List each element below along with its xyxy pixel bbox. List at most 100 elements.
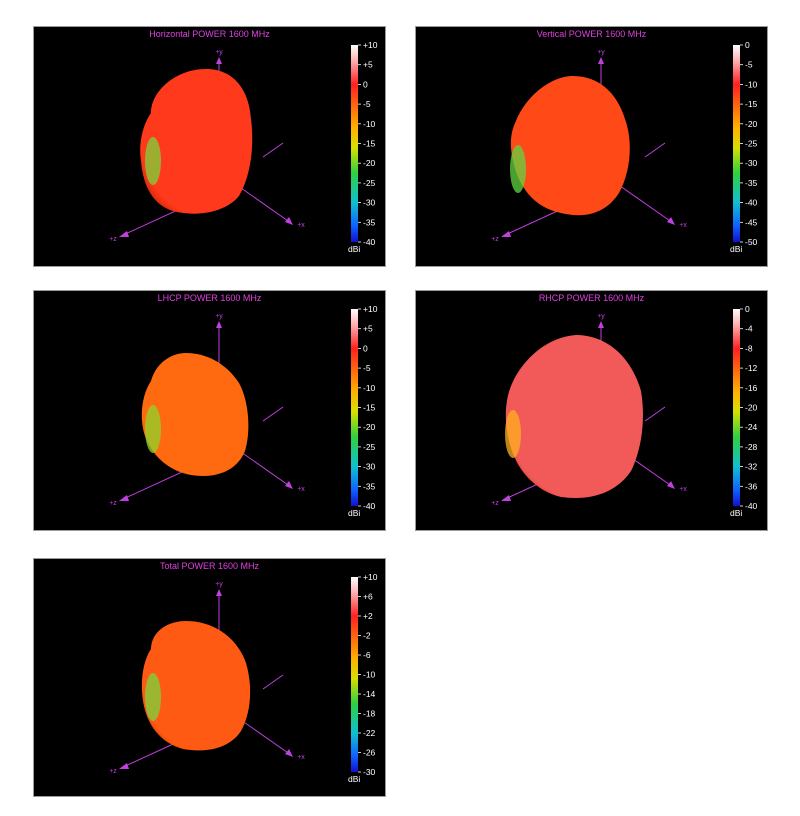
z-axis-arrow [501,495,511,501]
colorbar-tick-label: 0 [745,304,750,314]
chart-title: RHCP POWER 1600 MHz [538,293,645,303]
pattern-edge-highlight [145,405,161,453]
x-axis-arrow [285,217,293,225]
pattern-edge-highlight [510,145,526,193]
x-axis-label: +x [297,222,305,229]
colorbar-unit: dBi [730,244,742,254]
colorbar-tick-label: -35 [363,217,376,227]
y-axis-label: +y [597,313,605,320]
colorbar-unit: dBi [730,508,742,518]
colorbar-tick-label: +5 [363,60,373,70]
colorbar-tick-label: -8 [745,343,753,353]
depth-axis-line [262,674,284,690]
colorbar-tick-label: -10 [363,670,376,680]
z-axis-arrow [501,231,511,237]
colorbar-tick-label: -16 [745,383,758,393]
chart-panel-lhcp: LHCP POWER 1600 MHz +y +z +x +10 +5 0 -5 -10 -15… [33,290,386,531]
y-axis-label: +y [215,581,223,588]
colorbar-tick-label: -10 [363,119,376,129]
colorbar [351,577,358,772]
z-axis-arrow [119,763,129,769]
colorbar-tick-label: -25 [363,178,376,188]
radiation-pattern [141,353,249,476]
z-axis-arrow [119,495,129,501]
radiation-pattern [141,621,251,751]
z-axis-label: +z [491,236,499,243]
colorbar-tick-label: -26 [363,748,376,758]
colorbar-tick-label: -5 [745,60,753,70]
colorbar-tick-label: -5 [363,363,371,373]
chart-title: Vertical POWER 1600 MHz [536,29,647,39]
colorbar-tick-label: -35 [745,178,758,188]
z-axis-label: +z [109,500,117,507]
chart-title: Horizontal POWER 1600 MHz [149,29,270,39]
colorbar-tick-label: -45 [745,217,758,227]
colorbar-unit: dBi [348,244,360,254]
colorbar-tick-label: +10 [363,40,378,50]
pattern-edge-highlight [505,410,521,458]
z-axis-label: +z [491,500,499,507]
colorbar-tick-label: +2 [363,611,373,621]
colorbar-tick-label: -15 [363,403,376,413]
depth-axis-line [262,142,284,158]
colorbar-tick-label: +10 [363,304,378,314]
colorbar [351,309,358,506]
colorbar-tick-label: -30 [363,462,376,472]
colorbar-tick-label: -20 [363,422,376,432]
colorbar-tick-label: -30 [363,198,376,208]
pattern-surface [510,76,630,216]
colorbar-unit: dBi [348,774,360,784]
colorbar-tick-label: 0 [745,40,750,50]
colorbar-tick-label: -25 [745,139,758,149]
colorbar-tick-label: -18 [363,709,376,719]
x-axis-label: +x [297,754,305,761]
chart-panel-vertical: Vertical POWER 1600 MHz +y +z +x 0 -5 -10 -15 -… [415,26,768,267]
chart-title: Total POWER 1600 MHz [159,561,260,571]
colorbar-tick-label: -40 [745,501,758,511]
x-axis-arrow [285,481,293,489]
colorbar-tick-label: -40 [363,501,376,511]
y-axis-arrow [598,57,604,64]
colorbar-tick-label: -40 [363,237,376,247]
colorbar-unit: dBi [348,508,360,518]
colorbar-tick-label: -15 [363,139,376,149]
colorbar-tick-label: -28 [745,442,758,452]
x-axis-label: +x [679,222,687,229]
pattern-surface [140,69,253,214]
pattern-surface [141,621,251,751]
colorbar-tick-label: -14 [363,689,376,699]
colorbar-tick-label: -4 [745,324,753,334]
colorbar-tick-label: +6 [363,592,373,602]
colorbar-tick-label: 0 [363,343,368,353]
colorbar-tick-label: -20 [745,119,758,129]
y-axis-arrow [216,589,222,596]
x-axis-line [612,180,674,224]
chart-panel-rhcp: RHCP POWER 1600 MHz +y +z +x 0 -4 -8 -12 -16 -20… [415,290,768,531]
colorbar-tick-label: +10 [363,572,378,582]
z-axis-label: +z [109,768,117,775]
colorbar-tick-label: -40 [745,198,758,208]
colorbar-tick-label: -35 [363,481,376,491]
y-axis-arrow [216,57,222,64]
y-axis-arrow [216,321,222,328]
colorbar-tick-label: -20 [745,403,758,413]
colorbar-tick-label: -30 [745,158,758,168]
colorbar-tick-label: +5 [363,324,373,334]
x-axis-arrow [667,481,675,489]
colorbar-tick-label: -10 [745,79,758,89]
depth-axis-line [262,406,284,422]
y-axis-arrow [598,321,604,328]
colorbar-tick-label: -6 [363,650,371,660]
z-axis-arrow [119,231,129,237]
pattern-edge-highlight [145,673,161,721]
x-axis-label: +x [297,486,305,493]
y-axis-label: +y [215,49,223,56]
colorbar-tick-label: -5 [363,99,371,109]
chart-panel-total: Total POWER 1600 MHz +y +z +x +10 +6 +2 -2 -6 -1… [33,558,386,797]
chart-title: LHCP POWER 1600 MHz [157,293,262,303]
radiation-pattern [140,69,253,214]
